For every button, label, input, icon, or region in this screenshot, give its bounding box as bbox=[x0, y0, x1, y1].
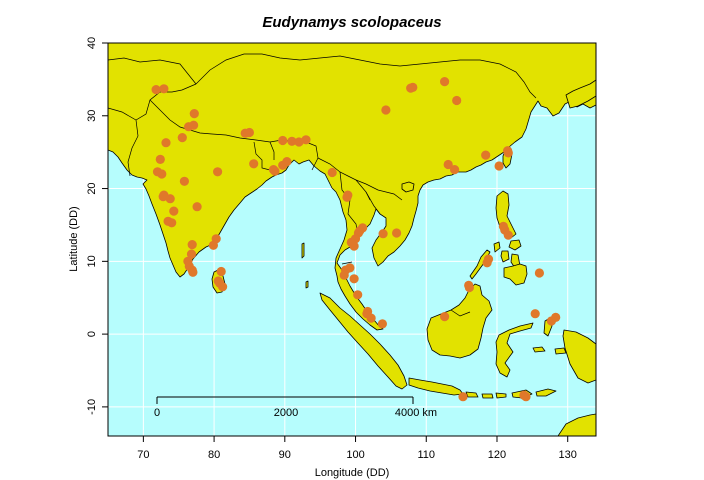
occurrence-point bbox=[294, 137, 304, 147]
x-axis: 70 80 90 100 110 120 130 bbox=[137, 435, 577, 461]
y-tick-label: 30 bbox=[86, 110, 98, 122]
occurrence-point bbox=[159, 84, 169, 94]
occurrence-point bbox=[464, 282, 474, 293]
y-tick-label: 0 bbox=[86, 331, 98, 337]
australia bbox=[557, 413, 596, 436]
occurrence-point bbox=[366, 313, 376, 323]
x-tick-label: 90 bbox=[279, 449, 291, 461]
occurrence-point bbox=[287, 136, 297, 146]
occurrence-point bbox=[503, 146, 513, 156]
scale-bar: 0 2000 4000 km bbox=[154, 396, 437, 419]
occurrence-point bbox=[530, 309, 540, 319]
x-tick-label: 120 bbox=[488, 449, 506, 461]
occurrence-point bbox=[301, 135, 311, 145]
occurrence-point bbox=[249, 159, 259, 169]
occurrence-point bbox=[358, 223, 368, 233]
occurrence-point bbox=[213, 167, 223, 177]
sumatra-island bbox=[319, 292, 408, 390]
occurrence-point bbox=[327, 167, 337, 178]
occurrence-point bbox=[452, 95, 462, 106]
occurrence-point bbox=[155, 154, 165, 164]
occurrence-point bbox=[187, 240, 197, 250]
occurrence-point bbox=[481, 150, 491, 160]
occurrence-point bbox=[342, 192, 352, 202]
occurrence-point bbox=[188, 267, 198, 277]
y-tick-label: 40 bbox=[86, 37, 98, 49]
new-guinea-island bbox=[562, 329, 596, 384]
occurrence-point bbox=[189, 109, 199, 119]
x-tick-label: 100 bbox=[346, 449, 364, 461]
occurrence-point bbox=[458, 392, 468, 402]
landmasses bbox=[108, 43, 596, 436]
scale-label-4000: 4000 km bbox=[395, 407, 437, 419]
hainan-island bbox=[401, 181, 415, 193]
occurrence-point bbox=[440, 77, 450, 87]
occurrence-point bbox=[192, 202, 202, 212]
occurrence-point bbox=[169, 206, 179, 216]
x-axis-label: Longitude (DD) bbox=[315, 467, 390, 479]
occurrence-point bbox=[534, 268, 545, 278]
x-tick-label: 70 bbox=[137, 449, 149, 461]
occurrence-point bbox=[240, 128, 250, 138]
occurrence-point bbox=[161, 138, 171, 148]
occurrence-point bbox=[282, 157, 292, 167]
sulawesi-island bbox=[495, 322, 534, 378]
andaman-islands bbox=[301, 242, 305, 259]
x-tick-label: 80 bbox=[208, 449, 220, 461]
occurrence-point bbox=[158, 192, 168, 202]
occurrence-point bbox=[268, 165, 279, 175]
occurrence-point bbox=[353, 290, 363, 300]
occurrence-point bbox=[377, 319, 387, 329]
occurrence-point bbox=[151, 85, 161, 95]
occurrence-point bbox=[165, 194, 175, 204]
occurrence-point bbox=[349, 274, 359, 284]
occurrence-point bbox=[186, 249, 197, 259]
occurrence-point bbox=[408, 82, 418, 92]
occurrence-point bbox=[440, 312, 450, 322]
chart-title: Eudynamys scolopaceus bbox=[262, 14, 441, 31]
occurrence-point bbox=[450, 165, 460, 175]
occurrence-point bbox=[503, 230, 513, 240]
y-tick-label: -10 bbox=[86, 399, 98, 415]
borneo-island bbox=[426, 283, 493, 359]
occurrence-point bbox=[179, 176, 189, 186]
occurrence-point bbox=[339, 270, 349, 280]
occurrence-point bbox=[378, 229, 388, 239]
scale-label-2000: 2000 bbox=[274, 407, 298, 419]
scale-label-0: 0 bbox=[154, 407, 160, 419]
y-tick-label: 20 bbox=[86, 182, 98, 194]
y-axis-label: Latitude (DD) bbox=[68, 206, 80, 271]
occurrence-point bbox=[392, 228, 402, 238]
occurrence-points bbox=[151, 77, 561, 402]
x-tick-label: 110 bbox=[417, 449, 435, 461]
occurrence-point bbox=[349, 241, 359, 251]
x-tick-label: 130 bbox=[559, 449, 577, 461]
occurrence-point bbox=[546, 316, 557, 326]
occurrence-point bbox=[216, 266, 226, 277]
y-axis: -10 0 10 20 30 40 bbox=[86, 37, 109, 415]
occurrence-point bbox=[521, 392, 531, 402]
occurrence-point bbox=[189, 120, 199, 130]
occurrence-point bbox=[381, 105, 391, 115]
occurrence-point bbox=[483, 254, 494, 264]
y-tick-label: 10 bbox=[86, 255, 98, 267]
occurrence-point bbox=[443, 159, 453, 170]
occurrence-point bbox=[218, 282, 228, 292]
occurrence-point bbox=[208, 240, 218, 250]
occurrence-point bbox=[167, 218, 177, 228]
occurrence-point bbox=[345, 263, 355, 273]
occurrence-point bbox=[177, 133, 187, 143]
occurrence-point bbox=[278, 135, 288, 146]
occurrence-point bbox=[157, 169, 167, 179]
occurrence-point bbox=[494, 161, 504, 171]
country-borders bbox=[108, 53, 537, 317]
